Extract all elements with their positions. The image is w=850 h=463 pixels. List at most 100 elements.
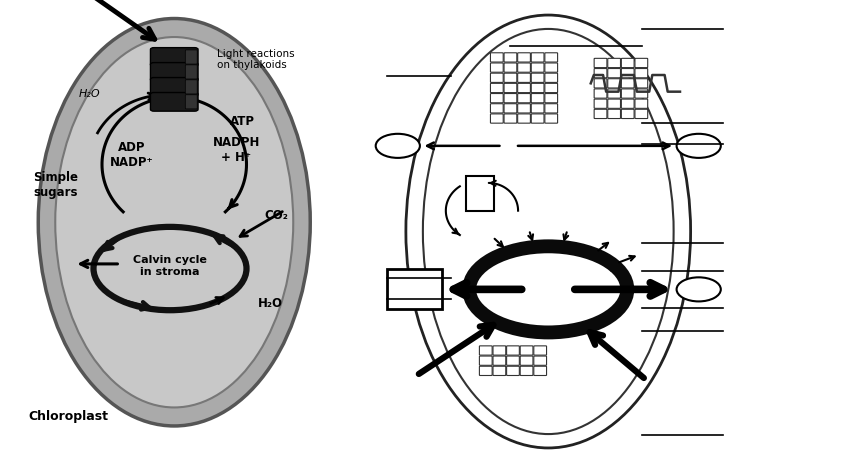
FancyBboxPatch shape <box>504 114 517 123</box>
FancyBboxPatch shape <box>545 94 558 103</box>
FancyBboxPatch shape <box>504 104 517 113</box>
Text: ADP
NADP⁺: ADP NADP⁺ <box>110 141 154 169</box>
Text: NADPH
+ H⁺: NADPH + H⁺ <box>212 137 260 164</box>
FancyBboxPatch shape <box>594 109 607 119</box>
FancyBboxPatch shape <box>493 346 506 355</box>
FancyBboxPatch shape <box>635 109 648 119</box>
FancyBboxPatch shape <box>531 73 544 82</box>
FancyBboxPatch shape <box>545 73 558 82</box>
Ellipse shape <box>422 29 673 434</box>
FancyBboxPatch shape <box>490 114 503 123</box>
FancyBboxPatch shape <box>504 73 517 82</box>
FancyBboxPatch shape <box>531 63 544 72</box>
Text: CO₂: CO₂ <box>264 209 288 222</box>
Ellipse shape <box>406 15 690 448</box>
FancyBboxPatch shape <box>531 94 544 103</box>
FancyBboxPatch shape <box>520 346 533 355</box>
FancyBboxPatch shape <box>185 65 197 79</box>
FancyBboxPatch shape <box>621 89 634 98</box>
FancyBboxPatch shape <box>185 95 197 109</box>
Text: Light reactions
on thylakoids: Light reactions on thylakoids <box>217 49 294 70</box>
FancyBboxPatch shape <box>531 114 544 123</box>
FancyBboxPatch shape <box>534 346 547 355</box>
Circle shape <box>677 277 721 301</box>
FancyBboxPatch shape <box>490 73 503 82</box>
FancyBboxPatch shape <box>594 99 607 108</box>
FancyBboxPatch shape <box>479 366 492 375</box>
FancyBboxPatch shape <box>545 53 558 62</box>
FancyBboxPatch shape <box>520 356 533 365</box>
FancyBboxPatch shape <box>507 366 519 375</box>
FancyBboxPatch shape <box>531 104 544 113</box>
FancyBboxPatch shape <box>150 63 198 81</box>
FancyBboxPatch shape <box>635 89 648 98</box>
FancyBboxPatch shape <box>531 53 544 62</box>
FancyBboxPatch shape <box>594 89 607 98</box>
Bar <box>466 176 494 211</box>
FancyBboxPatch shape <box>493 366 506 375</box>
FancyBboxPatch shape <box>518 73 530 82</box>
FancyBboxPatch shape <box>545 114 558 123</box>
Text: H₂O: H₂O <box>258 297 283 310</box>
FancyBboxPatch shape <box>635 99 648 108</box>
Circle shape <box>677 134 721 158</box>
FancyBboxPatch shape <box>621 69 634 78</box>
FancyBboxPatch shape <box>594 79 607 88</box>
FancyBboxPatch shape <box>608 109 620 119</box>
FancyBboxPatch shape <box>507 356 519 365</box>
FancyBboxPatch shape <box>518 104 530 113</box>
FancyBboxPatch shape <box>518 63 530 72</box>
FancyBboxPatch shape <box>520 366 533 375</box>
FancyBboxPatch shape <box>545 104 558 113</box>
Bar <box>387 269 442 309</box>
FancyBboxPatch shape <box>490 63 503 72</box>
FancyBboxPatch shape <box>490 104 503 113</box>
FancyBboxPatch shape <box>518 94 530 103</box>
FancyBboxPatch shape <box>490 83 503 93</box>
FancyBboxPatch shape <box>490 94 503 103</box>
Circle shape <box>376 134 420 158</box>
FancyBboxPatch shape <box>150 93 198 111</box>
Ellipse shape <box>38 19 310 426</box>
FancyBboxPatch shape <box>621 109 634 119</box>
FancyBboxPatch shape <box>594 58 607 68</box>
FancyBboxPatch shape <box>621 99 634 108</box>
Text: Chloroplast: Chloroplast <box>28 410 108 423</box>
FancyBboxPatch shape <box>185 80 197 94</box>
Circle shape <box>469 246 627 332</box>
FancyBboxPatch shape <box>507 346 519 355</box>
FancyBboxPatch shape <box>545 83 558 93</box>
FancyBboxPatch shape <box>504 83 517 93</box>
Ellipse shape <box>55 37 293 407</box>
FancyBboxPatch shape <box>608 79 620 88</box>
FancyBboxPatch shape <box>608 99 620 108</box>
FancyBboxPatch shape <box>518 83 530 93</box>
FancyBboxPatch shape <box>504 63 517 72</box>
FancyBboxPatch shape <box>518 114 530 123</box>
FancyBboxPatch shape <box>150 48 198 66</box>
FancyBboxPatch shape <box>518 53 530 62</box>
FancyBboxPatch shape <box>635 69 648 78</box>
FancyBboxPatch shape <box>608 69 620 78</box>
Text: Calvin cycle
in stroma: Calvin cycle in stroma <box>133 256 207 277</box>
FancyBboxPatch shape <box>479 356 492 365</box>
FancyBboxPatch shape <box>635 79 648 88</box>
FancyBboxPatch shape <box>150 77 198 96</box>
FancyBboxPatch shape <box>479 346 492 355</box>
FancyBboxPatch shape <box>594 69 607 78</box>
FancyBboxPatch shape <box>490 53 503 62</box>
FancyBboxPatch shape <box>504 53 517 62</box>
FancyBboxPatch shape <box>635 58 648 68</box>
FancyBboxPatch shape <box>493 356 506 365</box>
FancyBboxPatch shape <box>621 58 634 68</box>
FancyBboxPatch shape <box>185 50 197 64</box>
FancyBboxPatch shape <box>545 63 558 72</box>
FancyBboxPatch shape <box>621 79 634 88</box>
Text: Simple
sugars: Simple sugars <box>33 171 77 199</box>
FancyBboxPatch shape <box>534 356 547 365</box>
FancyBboxPatch shape <box>534 366 547 375</box>
FancyBboxPatch shape <box>608 89 620 98</box>
FancyBboxPatch shape <box>531 83 544 93</box>
Text: ATP: ATP <box>230 115 255 128</box>
FancyBboxPatch shape <box>504 94 517 103</box>
